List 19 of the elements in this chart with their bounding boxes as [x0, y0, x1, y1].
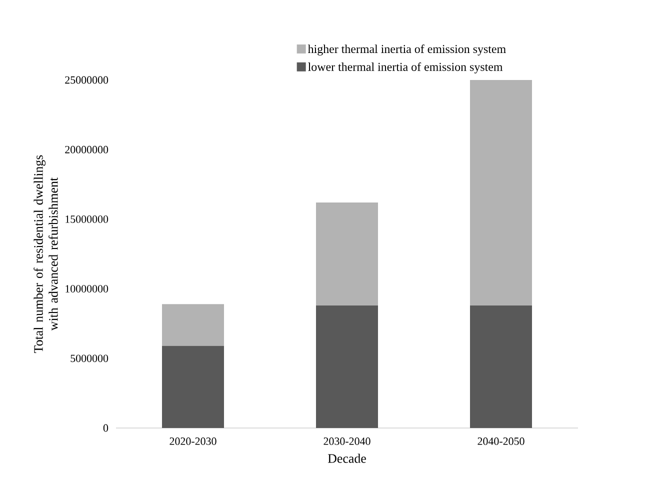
y-tick-label: 5000000	[70, 354, 108, 362]
y-tick-label: 25000000	[65, 76, 108, 84]
x-tick-label: 2020-2030	[170, 438, 216, 445]
x-axis-title: Decade	[328, 454, 366, 463]
bar	[316, 202, 378, 306]
bar	[316, 306, 378, 428]
y-tick-label: 10000000	[66, 285, 108, 292]
x-tick-label: 2030-2040	[324, 438, 370, 445]
bar	[162, 346, 224, 428]
bar	[470, 306, 532, 428]
legend-label: lower thermal inertia of emission system	[308, 62, 503, 74]
y-tick-label: 0	[103, 424, 108, 432]
legend-label: higher thermal inertia of emission system	[308, 44, 506, 56]
y-axis-title: Total number of residential dwellings with advanced refurbishment	[34, 155, 58, 353]
y-tick-label: 15000000	[66, 216, 108, 223]
x-tick-label: 2040-2050	[478, 438, 524, 445]
bar	[162, 304, 224, 346]
y-tick-label: 20000000	[65, 146, 108, 154]
bar	[470, 80, 532, 306]
